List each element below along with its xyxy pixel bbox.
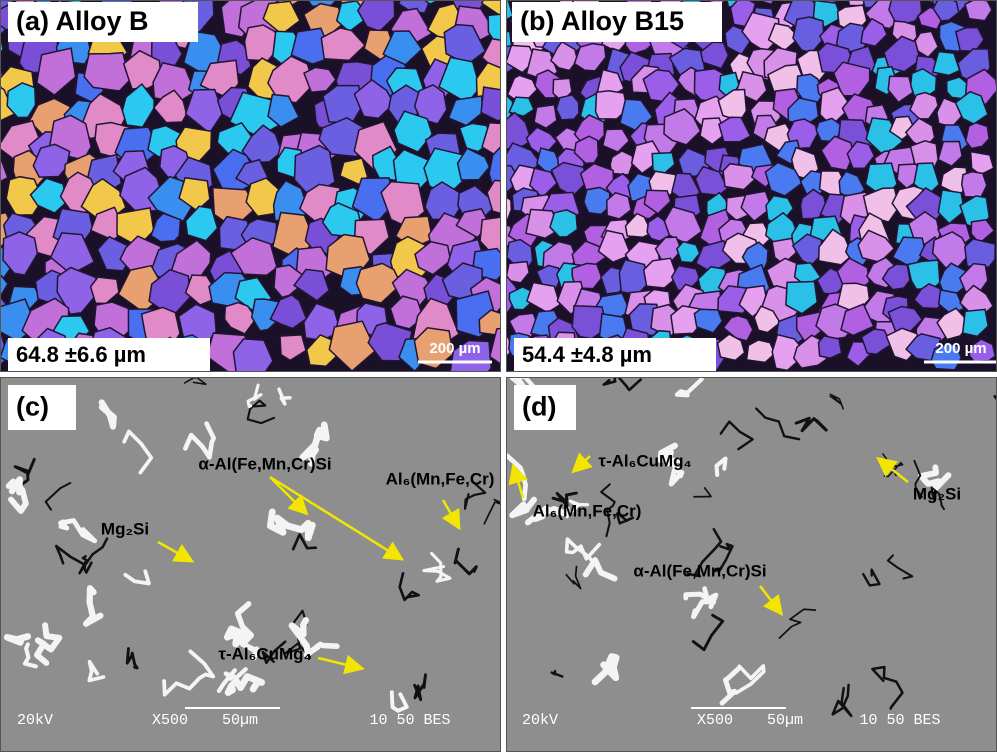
phase-label: α-Al(Fe,Mn,Cr)Si (198, 454, 331, 473)
phase-label: Mg₂Si (913, 484, 961, 503)
figure: (a) Alloy B (b) Alloy B15 (c) (d) 64.8 ±6.6 … (0, 0, 997, 752)
scale-bar-label: 200 µm (935, 340, 986, 357)
panel-label: (b) Alloy B15 (520, 6, 684, 36)
sem-info: 20kV (17, 712, 53, 729)
grain (556, 95, 579, 120)
grain-size: 54.4 ±4.8 µm (522, 342, 652, 367)
sem-image (506, 356, 997, 752)
phase-label: Al₆(Mn,Fe,Cr) (533, 501, 642, 520)
sem-info: 20kV (522, 712, 558, 729)
panel-label: (c) (16, 392, 49, 422)
scale-bar-label: 200 µm (429, 340, 480, 357)
grain (84, 53, 130, 91)
phase-label: τ-Al₆CuMg₄ (218, 644, 311, 663)
panel-label: (a) Alloy B (16, 6, 149, 36)
sem-info: X500 (697, 712, 733, 729)
sem-image (0, 365, 508, 752)
sem-background (0, 377, 501, 752)
sem-info: 10 50 BES (369, 712, 450, 729)
grain (962, 172, 987, 198)
micrograph (475, 0, 997, 372)
panel-label: (d) (522, 392, 556, 422)
sem-info: 10 50 BES (859, 712, 940, 729)
phase-label: α-Al(Fe,Mn,Cr)Si (633, 561, 766, 580)
phase-label: Mg₂Si (101, 519, 149, 538)
phase-label: τ-Al₆CuMg₄ (598, 451, 691, 470)
grain-size: 64.8 ±6.6 µm (16, 342, 146, 367)
grain (965, 239, 995, 267)
sem-info: 50µm (222, 712, 258, 729)
phase-label: Al₆(Mn,Fe,Cr) (386, 469, 495, 488)
grain (819, 336, 842, 358)
sem-info: X500 (152, 712, 188, 729)
sem-info: 50µm (767, 712, 803, 729)
micrograph (0, 0, 535, 383)
